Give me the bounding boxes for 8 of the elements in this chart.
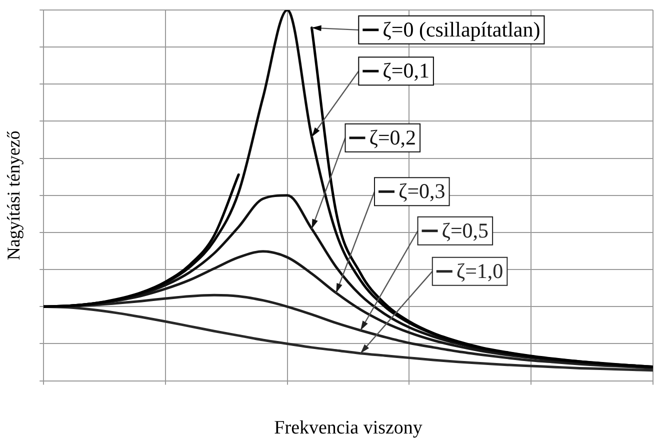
x-axis-title: Frekvencia viszony xyxy=(274,418,423,439)
legend-label: ζ=0,2 xyxy=(369,125,416,150)
legend-label: ζ=0,1 xyxy=(382,58,430,83)
legend-label: ζ=0,3 xyxy=(398,179,446,204)
legend-label: ζ=0,5 xyxy=(442,218,489,242)
y-axis-title: Nagyítási tényező xyxy=(4,130,24,260)
legend-label: ζ=0 (csillapítatlan) xyxy=(382,17,540,42)
legend-label: ζ=1,0 xyxy=(456,258,504,283)
